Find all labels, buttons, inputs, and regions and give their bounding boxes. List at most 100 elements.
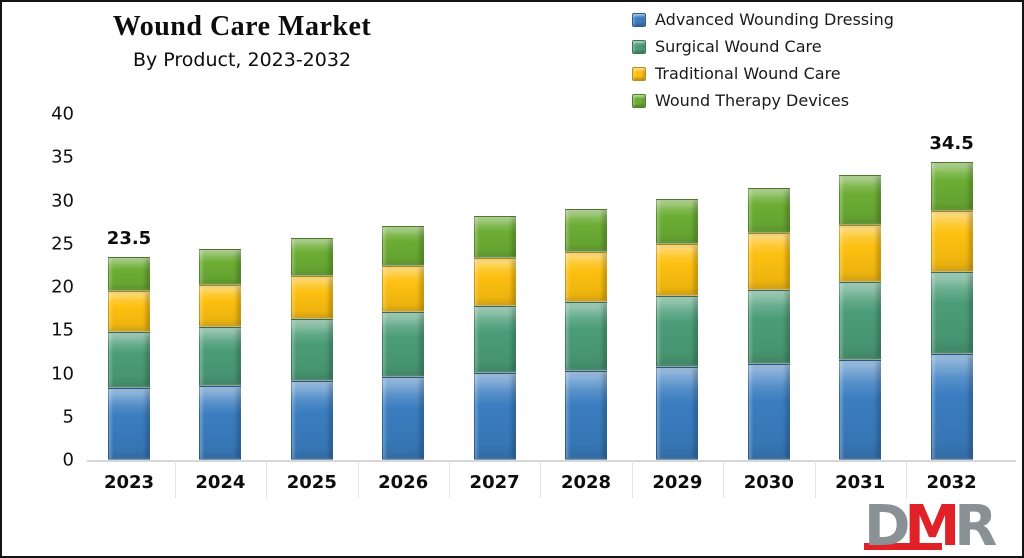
bar-segment <box>108 291 150 332</box>
bar-segment <box>290 275 333 319</box>
bar-segment <box>747 233 790 290</box>
bar-segment <box>747 289 790 364</box>
bar-segment <box>930 210 973 273</box>
x-tick-label-2024: 2024 <box>195 472 246 493</box>
chart-subtitle: By Product, 2023-2032 <box>132 49 352 71</box>
x-tick-label-2029: 2029 <box>652 472 703 493</box>
legend-label: Advanced Wounding Dressing <box>655 10 894 29</box>
bar-segment <box>108 256 150 292</box>
bar-segment <box>656 243 699 296</box>
category-tick <box>723 460 725 498</box>
category-tick <box>174 460 176 498</box>
x-tick-label-2028: 2028 <box>560 472 612 493</box>
logo-red-bar <box>864 543 942 550</box>
stacked-bar-2028 <box>565 209 607 460</box>
stacked-bar-2027 <box>473 216 516 460</box>
stacked-bar-2032 <box>930 161 973 460</box>
bar-segment <box>199 326 242 386</box>
dmr-logo: DMR <box>864 499 1014 555</box>
bar-segment <box>108 388 150 460</box>
bar-segment <box>656 198 699 244</box>
bar-segment <box>565 209 607 252</box>
stacked-bar-2024 <box>199 248 242 460</box>
bar-segment <box>199 248 242 286</box>
bar-segment <box>656 367 699 460</box>
bar-value-label: 23.5 <box>106 227 152 249</box>
legend-item: Surgical Wound Care <box>632 36 894 57</box>
stacked-bar-2026 <box>382 225 425 460</box>
logo-letter-d: D <box>864 494 911 558</box>
x-tick-label-2026: 2026 <box>378 472 429 493</box>
stacked-bar-2030 <box>747 188 790 460</box>
chart-title: Wound Care Market <box>112 11 372 42</box>
category-tick <box>814 460 816 498</box>
bar-segment <box>839 281 882 360</box>
stacked-bar-2029 <box>656 198 699 460</box>
stacked-bar-2023 <box>108 256 150 460</box>
bar-segment <box>930 161 973 211</box>
category-tick <box>540 460 542 498</box>
y-tick-label: 30 <box>51 190 74 211</box>
legend: Advanced Wounding Dressing Surgical Wound… <box>632 9 894 111</box>
legend-item: Advanced Wounding Dressing <box>632 9 894 30</box>
bar-segment <box>930 272 973 355</box>
legend-swatch-icon <box>632 93 646 108</box>
bar-segment <box>930 354 973 460</box>
logo-letters: DMR <box>864 499 997 555</box>
legend-label: Traditional Wound Care <box>655 64 841 83</box>
title-block: Wound Care Market By Product, 2023-2032 <box>57 10 427 73</box>
y-tick-label: 35 <box>51 146 74 168</box>
bar-segment <box>290 381 333 460</box>
legend-label: Surgical Wound Care <box>655 37 822 56</box>
x-tick-label-2030: 2030 <box>743 472 794 493</box>
x-tick-label-2023: 2023 <box>103 472 155 493</box>
bar-segment <box>565 301 607 371</box>
x-tick-label-2025: 2025 <box>286 472 337 493</box>
x-tick-label-2032: 2032 <box>926 472 977 493</box>
legend-swatch-icon <box>632 12 646 27</box>
bar-segment <box>656 295 699 368</box>
y-tick-label: 5 <box>62 406 74 428</box>
bar-value-label: 34.5 <box>929 132 974 154</box>
y-tick-label: 10 <box>51 363 74 384</box>
bar-segment <box>747 188 790 234</box>
legend-item: Traditional Wound Care <box>632 63 894 84</box>
logo-letter-m: M <box>904 494 960 558</box>
x-axis-line <box>87 460 1016 462</box>
bar-segment <box>290 237 333 276</box>
bar-segment <box>108 331 150 389</box>
stacked-bar-2025 <box>290 237 333 460</box>
bar-segment <box>473 258 516 307</box>
bar-segment <box>290 318 333 382</box>
y-tick-label: 0 <box>62 449 74 471</box>
legend-item: Wound Therapy Devices <box>632 90 894 111</box>
plot-area: 23.5 34.5 <box>87 114 1016 498</box>
legend-swatch-icon <box>632 66 646 81</box>
y-tick-label: 25 <box>51 233 74 255</box>
y-axis: 0 5 10 15 20 25 30 35 40 <box>2 104 74 471</box>
category-tick <box>448 460 450 498</box>
x-tick-label-2031: 2031 <box>835 472 886 493</box>
bar-segment <box>382 266 425 313</box>
bar-segment <box>199 385 242 460</box>
bar-segment <box>747 363 790 460</box>
bar-segment <box>382 376 425 460</box>
bar-segment <box>199 285 242 327</box>
bar-segment <box>839 224 882 282</box>
category-tick <box>357 460 359 498</box>
x-axis: 2023 2024 2025 2026 2027 2028 2029 2030 2031 2032 <box>87 472 1014 502</box>
stacked-bar-2031 <box>839 175 882 460</box>
category-tick <box>905 460 907 498</box>
bar-segment <box>473 216 516 259</box>
bar-segment <box>473 373 516 460</box>
bar-segment <box>565 251 607 302</box>
bar-segment <box>839 175 882 225</box>
bar-segment <box>382 312 425 377</box>
category-tick <box>631 460 633 498</box>
legend-label: Wound Therapy Devices <box>655 91 850 110</box>
y-tick-label: 20 <box>51 276 74 298</box>
x-tick-label-2027: 2027 <box>469 472 520 493</box>
bar-segment <box>565 370 607 460</box>
y-tick-label: 15 <box>51 319 74 341</box>
